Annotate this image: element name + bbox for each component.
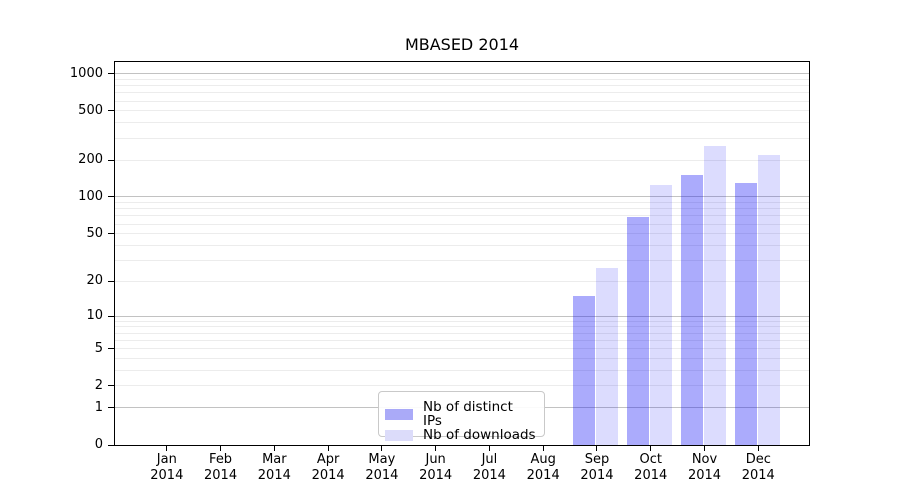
x-tick-label: Jan 2014 bbox=[150, 452, 184, 483]
major-gridline bbox=[115, 73, 809, 75]
legend-label-downloads: Nb of downloads bbox=[423, 427, 536, 443]
major-gridline bbox=[115, 196, 809, 198]
x-tick-label: Nov 2014 bbox=[687, 452, 722, 483]
y-tick-label: 0 bbox=[94, 437, 103, 452]
x-tick-mark bbox=[273, 446, 275, 451]
legend: Nb of distinct IPs Nb of downloads bbox=[378, 391, 545, 442]
y-tick-label: 100 bbox=[78, 188, 103, 204]
x-tick-mark bbox=[220, 446, 222, 451]
y-tick-label: 500 bbox=[78, 102, 103, 118]
x-tick-label: Apr 2014 bbox=[311, 452, 345, 483]
minor-gridline bbox=[115, 280, 809, 282]
bar-downloads bbox=[704, 145, 726, 445]
y-tick-label: 20 bbox=[86, 273, 103, 289]
bar-downloads bbox=[650, 185, 673, 445]
y-tick-label: 5 bbox=[94, 340, 103, 356]
bar-distinct-ips bbox=[734, 182, 757, 445]
x-tick-mark bbox=[650, 446, 652, 451]
x-tick-label: Dec 2014 bbox=[741, 452, 775, 483]
x-tick-mark bbox=[596, 446, 598, 451]
y-tick-label: 200 bbox=[78, 152, 103, 167]
minor-gridline bbox=[115, 223, 809, 225]
x-tick-label: Mar 2014 bbox=[257, 452, 291, 483]
x-tick-mark bbox=[542, 446, 544, 451]
minor-gridline bbox=[115, 358, 809, 359]
x-tick-label: Oct 2014 bbox=[634, 452, 668, 483]
minor-gridline bbox=[115, 332, 809, 334]
legend-item-distinct-ips: Nb of distinct IPs bbox=[385, 400, 536, 428]
y-tick-mark bbox=[108, 73, 114, 75]
y-tick-mark bbox=[108, 444, 114, 446]
y-tick-mark bbox=[108, 110, 114, 112]
minor-gridline bbox=[115, 92, 809, 94]
minor-gridline bbox=[115, 215, 809, 217]
minor-gridline bbox=[115, 259, 809, 261]
y-tick-mark bbox=[108, 280, 114, 282]
minor-gridline bbox=[115, 208, 809, 210]
x-tick-mark bbox=[704, 446, 705, 451]
x-tick-label: Sep 2014 bbox=[580, 452, 614, 483]
x-tick-mark bbox=[327, 446, 329, 451]
x-tick-label: May 2014 bbox=[365, 452, 399, 483]
minor-gridline bbox=[115, 85, 809, 87]
minor-gridline bbox=[115, 202, 809, 204]
y-tick-mark bbox=[108, 407, 114, 409]
minor-gridline bbox=[115, 78, 809, 80]
minor-gridline bbox=[115, 159, 809, 161]
x-tick-label: Jul 2014 bbox=[472, 452, 506, 483]
minor-gridline bbox=[115, 244, 809, 246]
y-tick-mark bbox=[108, 159, 114, 161]
bar-downloads bbox=[596, 267, 619, 445]
x-tick-label: Jun 2014 bbox=[419, 452, 453, 483]
bar-distinct-ips bbox=[573, 296, 596, 445]
y-tick-mark bbox=[108, 196, 114, 198]
minor-gridline bbox=[115, 233, 809, 235]
bar-downloads bbox=[757, 154, 780, 445]
bar-distinct-ips bbox=[681, 174, 703, 445]
y-tick-mark bbox=[108, 385, 114, 387]
y-tick-label: 10 bbox=[86, 308, 103, 324]
legend-item-downloads: Nb of downloads bbox=[385, 428, 536, 442]
minor-gridline bbox=[115, 320, 809, 322]
minor-gridline bbox=[115, 370, 809, 371]
minor-gridline bbox=[115, 348, 809, 350]
minor-gridline bbox=[115, 122, 809, 124]
x-tick-label: Aug 2014 bbox=[526, 452, 560, 483]
minor-gridline bbox=[115, 110, 809, 112]
x-tick-mark bbox=[166, 446, 168, 451]
y-tick-mark bbox=[108, 315, 114, 317]
legend-label-distinct-ips: Nb of distinct IPs bbox=[422, 399, 513, 429]
bar-distinct-ips bbox=[627, 217, 650, 445]
major-gridline bbox=[115, 315, 809, 317]
minor-gridline bbox=[115, 137, 809, 139]
minor-gridline bbox=[115, 326, 809, 328]
plot-area bbox=[114, 61, 810, 446]
x-tick-mark bbox=[488, 446, 490, 451]
x-tick-mark bbox=[435, 446, 437, 451]
y-tick-mark bbox=[108, 348, 114, 350]
chart-title: MBASED 2014 bbox=[404, 35, 520, 54]
x-tick-label: Feb 2014 bbox=[204, 452, 238, 483]
minor-gridline bbox=[115, 339, 809, 341]
y-tick-label: 1000 bbox=[69, 65, 103, 81]
y-tick-label: 1 bbox=[94, 399, 103, 415]
y-tick-mark bbox=[108, 233, 114, 235]
y-tick-label: 2 bbox=[94, 377, 103, 393]
y-tick-label: 50 bbox=[86, 225, 103, 241]
x-tick-mark bbox=[757, 446, 759, 451]
legend-swatch-distinct-ips-icon bbox=[385, 408, 413, 420]
legend-swatch-downloads-icon bbox=[385, 429, 413, 441]
minor-gridline bbox=[115, 385, 809, 387]
minor-gridline bbox=[115, 100, 809, 102]
x-tick-mark bbox=[381, 446, 383, 451]
